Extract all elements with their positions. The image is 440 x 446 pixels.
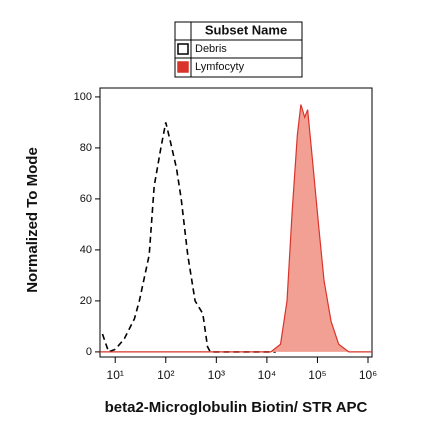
- x-axis-title: beta2-Microglobulin Biotin/ STR APC: [105, 399, 368, 416]
- y-tick-label: 40: [80, 244, 92, 256]
- y-tick-label: 20: [80, 295, 92, 307]
- y-axis-title: Normalized To Mode: [24, 147, 41, 293]
- y-tick-label: 80: [80, 142, 92, 154]
- x-tick-label: 10²: [157, 368, 174, 382]
- series-line: [100, 104, 372, 353]
- legend-swatch: [177, 61, 189, 73]
- legend-title: Subset Name: [205, 22, 287, 37]
- y-tick-label: 100: [74, 91, 92, 103]
- area-fill: [100, 104, 372, 352]
- x-tick-label: 10³: [208, 368, 225, 382]
- legend-label: Debris: [195, 43, 227, 55]
- x-tick-label: 10⁴: [258, 368, 277, 382]
- x-tick-label: 10⁵: [308, 368, 326, 382]
- y-tick-label: 60: [80, 193, 92, 205]
- series-line: [101, 122, 276, 353]
- x-tick-label: 10⁶: [359, 368, 377, 382]
- legend-box: [174, 21, 303, 78]
- legend-label: Lymfocyty: [195, 61, 245, 73]
- legend-swatch: [177, 43, 189, 55]
- plot-frame: [99, 87, 373, 358]
- y-tick-label: 0: [86, 346, 92, 358]
- x-tick-label: 10¹: [107, 368, 124, 382]
